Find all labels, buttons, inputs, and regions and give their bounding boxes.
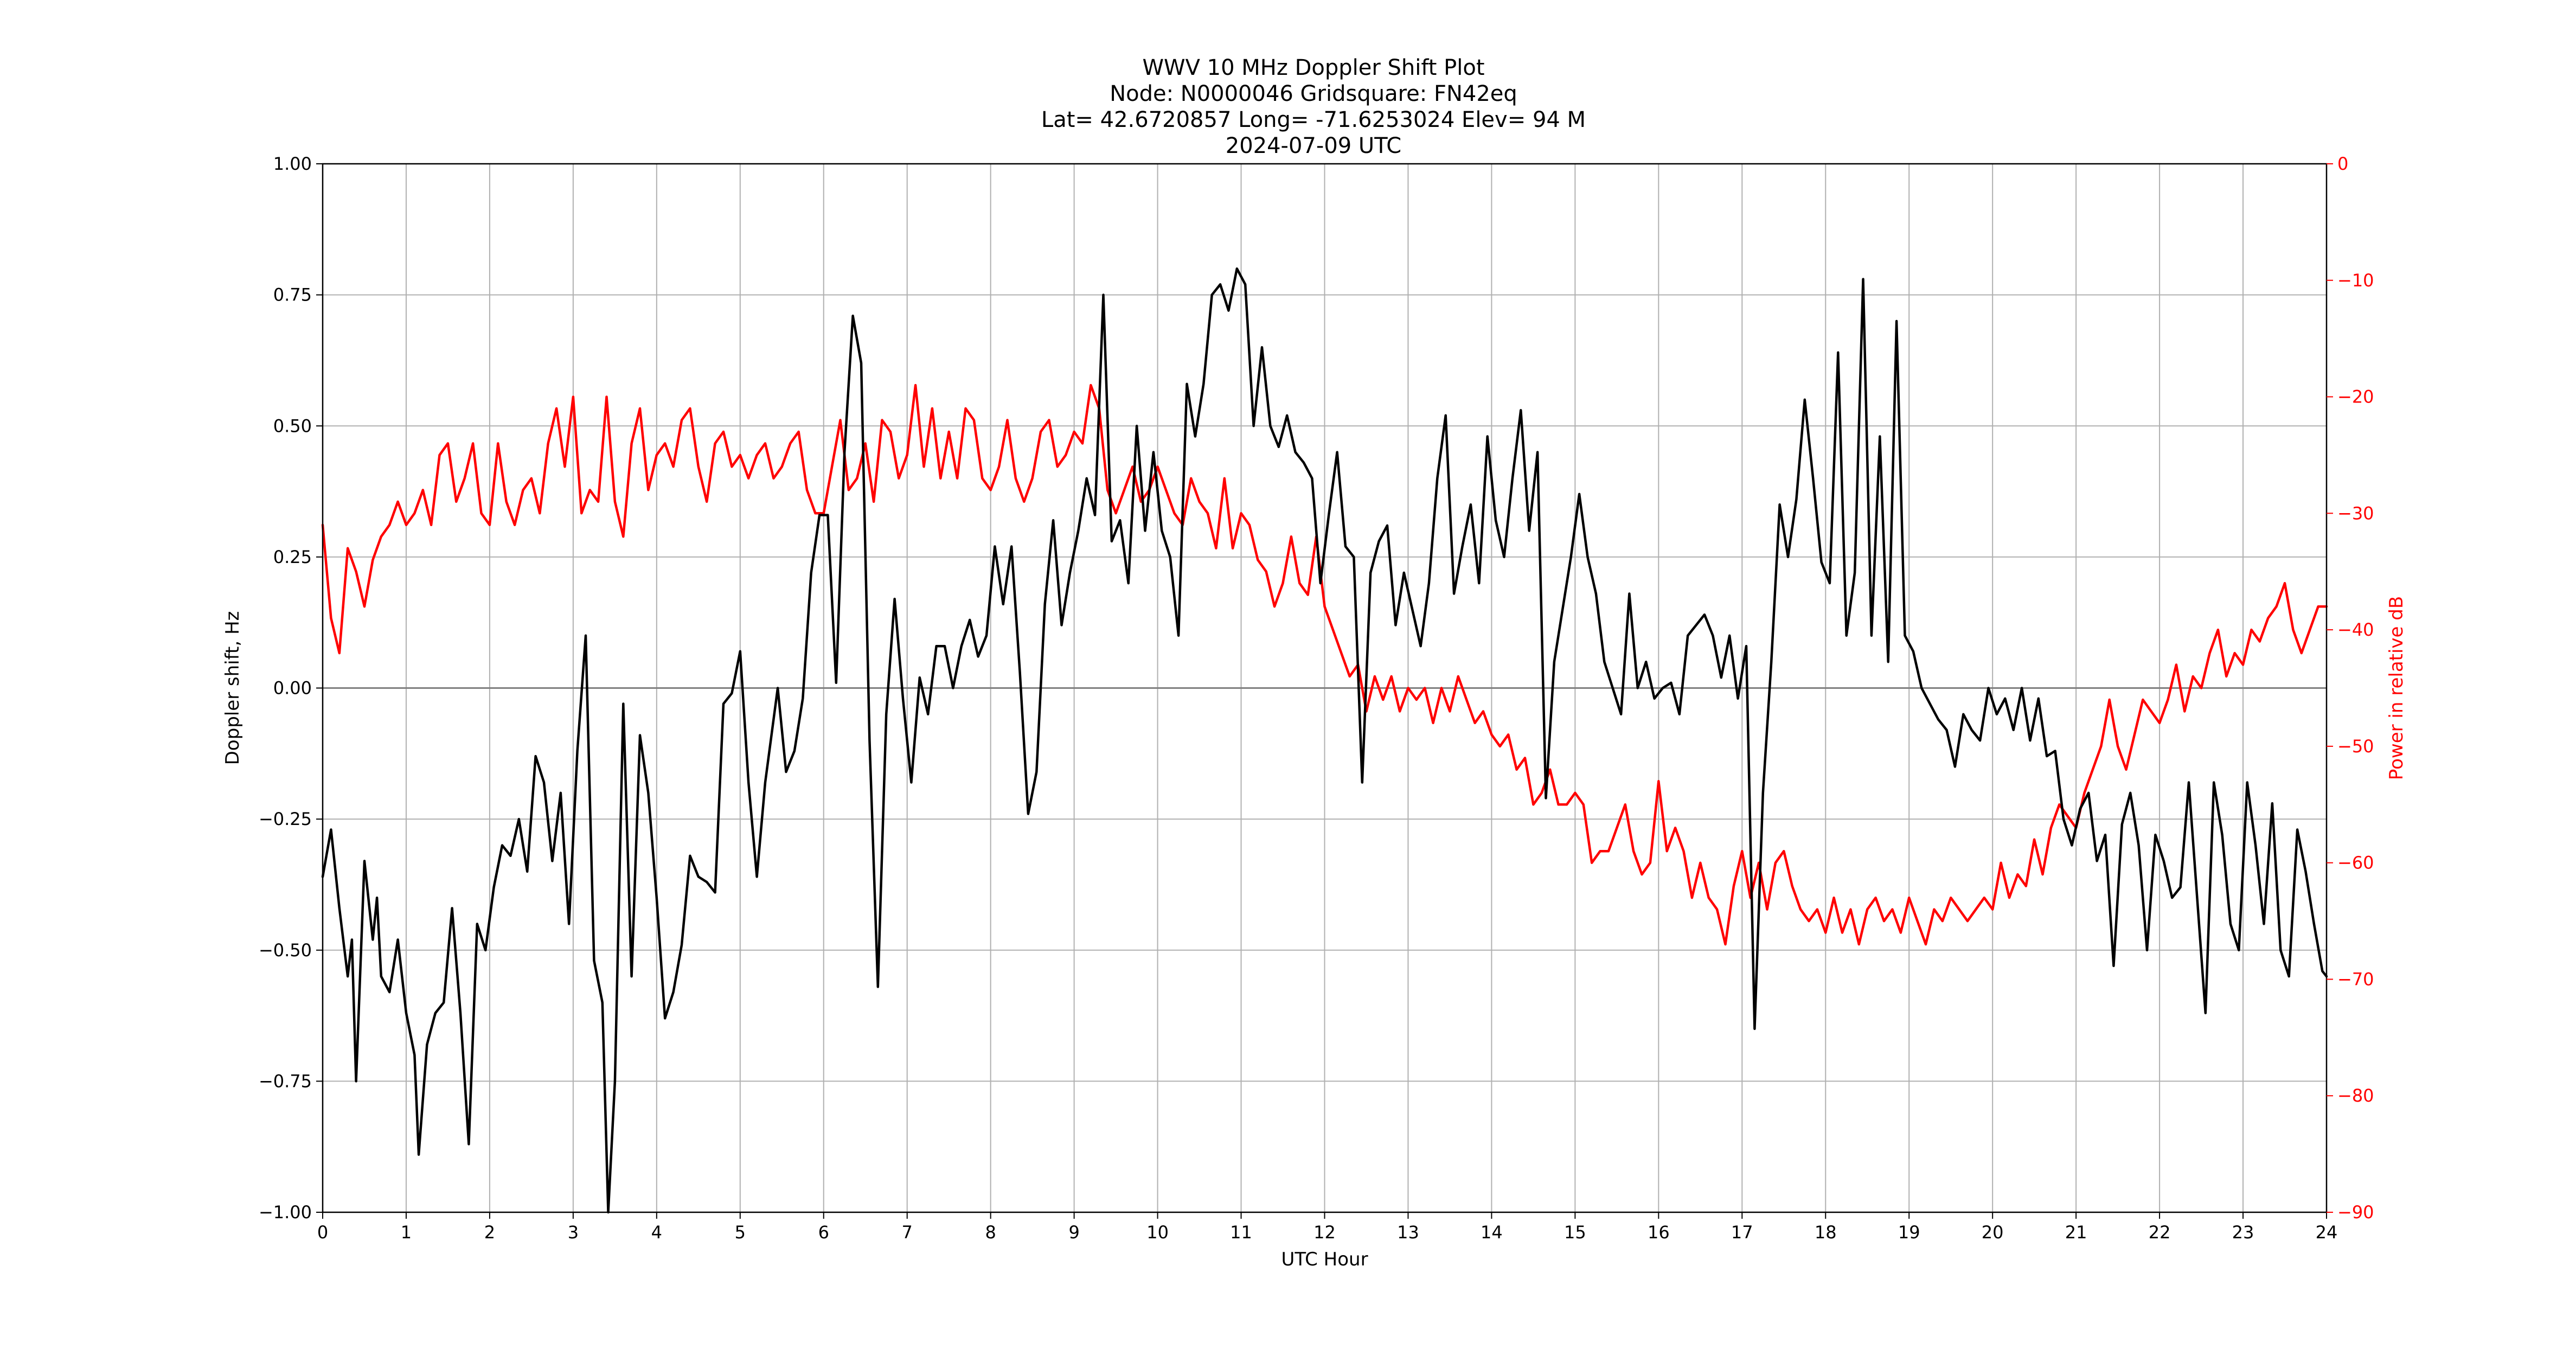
x-tick-label: 4	[651, 1222, 662, 1243]
y-left-tick-label: 0.00	[273, 678, 312, 699]
x-tick-label: 15	[1564, 1222, 1586, 1243]
x-tick-label: 3	[568, 1222, 579, 1243]
chart-title-line-4: 2024-07-09 UTC	[1226, 133, 1401, 158]
x-tick-label: 19	[1898, 1222, 1920, 1243]
y-right-tick-label: −20	[2337, 387, 2374, 407]
y-left-tick-label: −0.25	[259, 809, 312, 829]
x-tick-label: 5	[735, 1222, 746, 1243]
y-axis-left-label: Doppler shift, Hz	[222, 611, 243, 765]
y-axis-right-label: Power in relative dB	[2386, 596, 2407, 780]
power-series	[321, 383, 2328, 946]
y-right-tick-label: −50	[2337, 736, 2374, 757]
x-tick-label: 6	[818, 1222, 829, 1243]
x-tick-label: 18	[1815, 1222, 1837, 1243]
y-left-tick-label: −1.00	[259, 1202, 312, 1223]
x-axis-label: UTC Hour	[1281, 1249, 1368, 1270]
y-left-tick-label: 0.50	[273, 415, 312, 436]
y-right-tick-label: −80	[2337, 1085, 2374, 1106]
x-tick-label: 7	[902, 1222, 913, 1243]
y-left-tick-label: −0.75	[259, 1071, 312, 1091]
chart-title: WWV 10 MHz Doppler Shift Plot Node: N000…	[1041, 55, 1586, 158]
y-right-tick-label: −60	[2337, 853, 2374, 873]
y-left-tick-label: 0.75	[273, 285, 312, 305]
y-right-tick-label: −10	[2337, 270, 2374, 291]
y-left-tick-label: 0.25	[273, 547, 312, 567]
axis-ticks: 0 1 2 3 4 5 6 7 8 9 10 11 12 13 14 15 16 17 18 19 20 21 22 23 24…	[259, 153, 2374, 1243]
x-tick-label: 1	[401, 1222, 412, 1243]
doppler-line	[321, 267, 2328, 1214]
chart-title-line-1: WWV 10 MHz Doppler Shift Plot	[1142, 55, 1484, 80]
chart-title-line-2: Node: N0000046 Gridsquare: FN42eq	[1110, 81, 1517, 106]
y-right-tick-label: 0	[2337, 153, 2348, 174]
x-tick-label: 22	[2149, 1222, 2171, 1243]
x-tick-label: 17	[1731, 1222, 1753, 1243]
x-tick-label: 21	[2065, 1222, 2087, 1243]
x-tick-label: 8	[985, 1222, 996, 1243]
x-tick-label: 14	[1481, 1222, 1503, 1243]
power-line	[321, 383, 2328, 946]
chart-title-line-3: Lat= 42.6720857 Long= -71.6253024 Elev= …	[1041, 107, 1586, 132]
y-left-tick-label: −0.50	[259, 940, 312, 961]
y-right-tick-label: −40	[2337, 619, 2374, 640]
x-tick-label: 13	[1397, 1222, 1419, 1243]
x-tick-label: 24	[2316, 1222, 2338, 1243]
x-tick-label: 12	[1313, 1222, 1336, 1243]
x-tick-label: 2	[484, 1222, 495, 1243]
y-left-tick-label: 1.00	[273, 153, 312, 174]
x-tick-label: 0	[317, 1222, 328, 1243]
x-tick-label: 23	[2232, 1222, 2254, 1243]
y-right-tick-label: −70	[2337, 969, 2374, 989]
x-tick-label: 16	[1648, 1222, 1670, 1243]
x-tick-label: 9	[1068, 1222, 1079, 1243]
x-tick-label: 10	[1146, 1222, 1169, 1243]
doppler-series	[321, 267, 2328, 1214]
x-tick-label: 20	[1982, 1222, 2004, 1243]
y-right-tick-label: −30	[2337, 503, 2374, 523]
y-right-tick-label: −90	[2337, 1202, 2374, 1223]
x-tick-label: 11	[1230, 1222, 1252, 1243]
